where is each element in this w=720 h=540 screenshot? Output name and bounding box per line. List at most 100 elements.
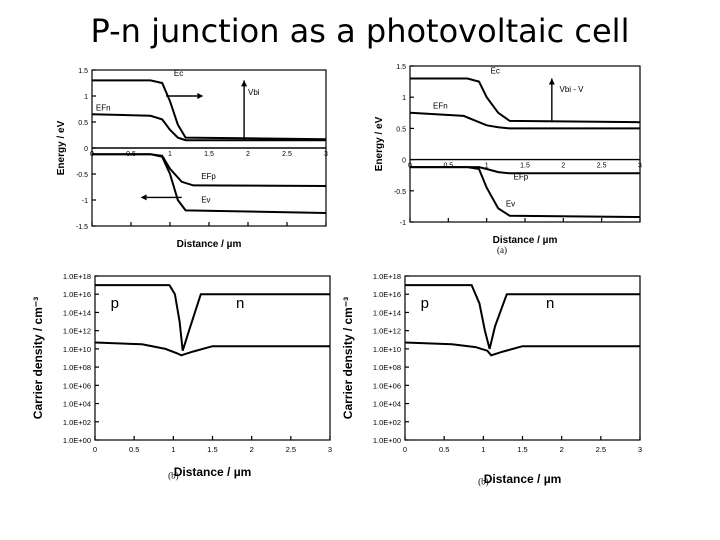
annotation-label: EFp [514,173,529,182]
y-axis-label: Carrier density / cm⁻³ [341,297,355,419]
y-tick-label: 1.0E+10 [373,345,401,354]
x-tick-label: 1.5 [204,151,214,158]
annotation-label: n [236,295,244,312]
x-tick-label: 1.5 [520,163,530,170]
y-tick-label: 0.5 [78,120,88,127]
y-tick-label: 1.0E+12 [63,327,91,336]
y-tick-label: 1.0E+14 [63,308,91,317]
x-tick-label: 3 [638,163,642,170]
annotation-label: Vbi - V [560,85,585,94]
x-axis-label: Distance / µm [493,235,558,246]
x-tick-label: 2 [561,163,565,170]
annotation-label: p [421,295,429,312]
chart-panel-top-left: 0 0.5 1 1.5 2 2.5 31.510.50-0.5-1-1.5Distance … [56,68,328,250]
series-line-2 [404,341,640,357]
y-tick-label: 1 [402,95,406,102]
y-tick-label: 1.0E+00 [373,436,401,445]
panel-caption: (a) [497,245,507,255]
y-tick-label: 1.0E+06 [373,381,401,390]
series-line-ev [410,166,641,218]
series-line-2 [94,341,330,357]
series-line-efn [91,113,326,142]
x-axis-label: Distance / µm [177,239,242,250]
x-tick-label: 2 [250,445,254,454]
y-tick-label: 1.0E+16 [63,290,91,299]
plot-frame [404,275,641,441]
x-tick-label: 1 [485,163,489,170]
x-tick-label: 2 [246,151,250,158]
vbi-arrow-head [241,80,248,87]
y-tick-label: 1.0E+14 [373,308,401,317]
chart-panel-bottom-left: 0 0.5 1 1.5 2 2.5 3 1.0E+18 1.0E+16 1.0E+14 1.0E+1… [31,272,332,480]
series-line-ev [92,153,327,214]
x-tick-label: 0.5 [439,445,449,454]
y-axis-label: Carrier density / cm⁻³ [31,297,45,419]
y-tick-label: 1.0E+08 [373,363,401,372]
annotation-label: Ec [174,69,183,78]
annotation-label: Vbi [248,88,260,97]
y-tick-label: 0 [84,146,88,153]
panel-caption: (b) [478,477,489,487]
y-tick-label: 1 [84,94,88,101]
y-tick-label: 1.0E+04 [63,400,91,409]
x-tick-label: 2.5 [596,445,606,454]
x-tick-label: 2.5 [286,445,296,454]
y-tick-label: -0.5 [76,172,88,179]
y-tick-label: 1.0E+00 [63,436,91,445]
x-tick-label: 3 [328,445,332,454]
series-line-1 [405,284,640,350]
series-line-1 [95,284,330,352]
series-line-ec [410,77,641,124]
x-tick-label: 0 [93,445,97,454]
hole-arrow-head [140,194,147,201]
annotation-label: n [546,295,554,312]
y-tick-label: 1.0E+04 [373,400,401,409]
panel-caption: (b) [168,470,179,480]
annotation-label: EFn [433,101,448,110]
y-tick-label: 1.0E+12 [373,327,401,336]
chart-panel-bottom-right: 0 0.5 1 1.5 2 2.5 3 1.0E+18 1.0E+16 1.0E+14 1.0E+1… [341,272,642,487]
annotation-label: EFn [96,104,111,113]
x-axis-label: Distance / µm [484,472,562,486]
y-tick-label: 0.5 [396,126,406,133]
y-tick-label: -0.5 [394,189,406,196]
x-tick-label: 1 [481,445,485,454]
x-tick-label: 3 [324,151,328,158]
y-tick-label: 1.0E+08 [63,363,91,372]
plot-frame [94,275,331,441]
x-tick-label: 1.5 [207,445,217,454]
x-tick-label: 3 [638,445,642,454]
y-tick-label: 0 [402,158,406,165]
x-tick-label: 1 [171,445,175,454]
y-axis-label: Energy / eV [56,120,67,175]
y-axis-label: Energy / eV [374,116,385,171]
y-tick-label: 1.0E+16 [373,290,401,299]
annotation-label: Ev [506,199,515,208]
plot-frame [409,65,641,223]
x-tick-label: 0.5 [129,445,139,454]
y-tick-label: -1 [400,220,406,227]
y-tick-label: 1.0E+02 [63,418,91,427]
electron-arrow-head [197,93,204,99]
y-tick-label: 1.0E+10 [63,345,91,354]
y-tick-label: 1.0E+02 [373,418,401,427]
annotation-label: Ec [491,66,500,75]
x-tick-label: 2 [560,445,564,454]
y-tick-label: -1 [82,198,88,205]
x-tick-label: 1 [168,151,172,158]
annotation-label: EFp [201,172,216,181]
series-line-efp [92,153,327,187]
annotation-label: p [111,295,119,312]
y-tick-label: -1.5 [76,224,88,231]
x-axis-label: Distance / µm [174,465,252,479]
vbi-v-arrow-head [548,78,555,85]
y-tick-label: 1.0E+18 [373,272,401,281]
x-tick-label: 2.5 [597,163,607,170]
series-line-ec [92,79,327,141]
x-tick-label: 0 [403,445,407,454]
x-tick-label: 2.5 [282,151,292,158]
y-tick-label: 1.0E+06 [63,381,91,390]
slide-title: P-n junction as a photovoltaic cell [90,12,630,50]
